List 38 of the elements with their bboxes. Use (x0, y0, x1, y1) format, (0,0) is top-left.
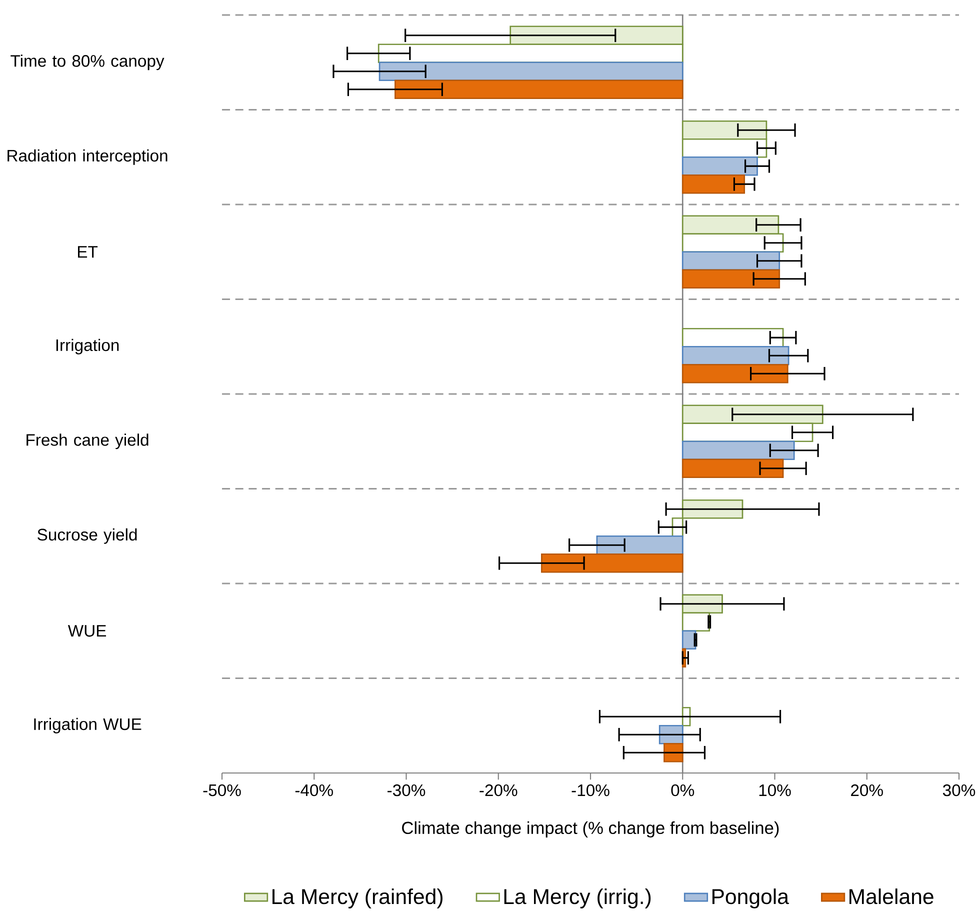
bar (682, 630, 696, 650)
bar (664, 742, 684, 762)
y-tick-label: Fresh cane yield (26, 434, 148, 450)
x-tick-label: -40% (295, 784, 333, 796)
legend-label: Pongola (712, 888, 789, 908)
x-tick-label: 0% (671, 784, 694, 796)
legend-label: La Mercy (irrig.) (504, 888, 651, 908)
bar (682, 251, 780, 271)
bar (394, 80, 684, 100)
bar (682, 706, 691, 726)
bar (682, 346, 790, 366)
bar (682, 269, 780, 289)
legend-label: La Mercy (rainfed) (272, 888, 442, 908)
bar (682, 458, 784, 478)
x-tick-label: -10% (572, 784, 610, 796)
bar (541, 553, 684, 573)
bar (596, 535, 684, 555)
bar (682, 328, 784, 348)
y-tick-label: Irrigation (56, 338, 119, 354)
y-tick-label: Time to 80% canopy (10, 54, 164, 70)
y-tick-label: WUE (68, 625, 106, 637)
y-tick-label: Radiation interception (8, 149, 168, 165)
x-tick-label: 30% (942, 784, 976, 796)
bar (682, 156, 758, 176)
x-tick-label: 20% (851, 784, 883, 796)
x-tick-label: -20% (480, 784, 518, 796)
bar (682, 440, 795, 460)
x-tick-label: -30% (388, 784, 426, 796)
legend-label: Malelane (850, 888, 934, 904)
y-tick-label: Irrigation WUE (34, 718, 142, 734)
x-tick-label: -50% (203, 784, 241, 796)
y-tick-label: ET (78, 246, 98, 258)
x-tick-label: 10% (759, 784, 791, 796)
x-axis-title: Climate change impact (% change from baseline) (402, 821, 779, 838)
bar (682, 364, 788, 384)
y-tick-label: Sucrose yield (38, 528, 137, 544)
bar (682, 174, 746, 194)
bar (378, 62, 684, 82)
